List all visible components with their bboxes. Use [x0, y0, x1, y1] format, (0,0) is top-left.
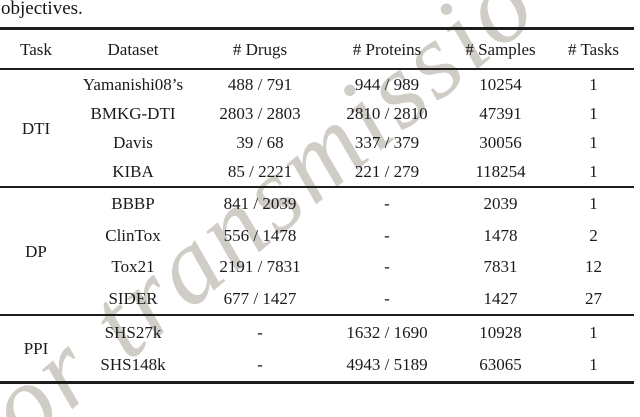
drugs-cell: 677 / 1427 — [223, 288, 297, 308]
drugs-cell: - — [257, 322, 263, 342]
group-dp: DP BBBP 841 / 2039 - 2039 1 ClinTox 556 … — [0, 187, 634, 315]
tasks-cell: 1 — [589, 322, 598, 342]
drugs-cell: 841 / 2039 — [223, 194, 297, 214]
proteins-cell: 944 / 989 — [354, 75, 420, 94]
header-drugs: # Drugs — [232, 39, 288, 59]
table-row: SHS148k - 4943 / 5189 63065 1 — [0, 349, 634, 383]
tasks-cell: 27 — [585, 288, 602, 308]
drugs-cell: - — [257, 355, 263, 375]
samples-cell: 30056 — [479, 133, 522, 152]
datasets-table: Task Dataset # Drugs # Proteins # Sample… — [0, 27, 634, 384]
samples-cell: 10254 — [479, 75, 522, 94]
proteins-cell: - — [384, 194, 390, 214]
table-row: ClinTox 556 / 1478 - 1478 2 — [0, 220, 634, 252]
proteins-cell: 1632 / 1690 — [346, 322, 428, 342]
tasks-cell: 1 — [589, 355, 598, 375]
header-tasks: # Tasks — [568, 39, 619, 59]
tasks-cell: 2 — [589, 225, 598, 245]
table-row: BMKG-DTI 2803 / 2803 2810 / 2810 47391 1 — [0, 99, 634, 128]
dataset-cell: Yamanishi08’s — [82, 75, 184, 94]
drugs-cell: 39 / 68 — [236, 133, 284, 152]
dataset-cell: BBBP — [111, 194, 155, 214]
dataset-cell: ClinTox — [105, 225, 161, 245]
dataset-cell: SHS27k — [104, 322, 162, 342]
samples-cell: 47391 — [479, 104, 522, 123]
drugs-cell: 2803 / 2803 — [219, 104, 301, 123]
proteins-cell: - — [384, 257, 390, 277]
samples-cell: 1427 — [483, 288, 518, 308]
dataset-cell: KIBA — [112, 162, 154, 181]
drugs-cell: 488 / 791 — [227, 75, 293, 94]
proteins-cell: - — [384, 225, 390, 245]
group-ppi: PPI SHS27k - 1632 / 1690 10928 1 SHS148k… — [0, 315, 634, 383]
dataset-cell: Davis — [113, 133, 153, 152]
task-group-label: PPI — [23, 339, 49, 358]
samples-cell: 1478 — [483, 225, 518, 245]
proteins-cell: 4943 / 5189 — [346, 355, 428, 375]
dataset-cell: SHS148k — [100, 355, 166, 375]
tasks-cell: 12 — [585, 257, 602, 277]
group-dti: DTI Yamanishi08’s 488 / 791 944 / 989 10… — [0, 69, 634, 187]
table-header-row: Task Dataset # Drugs # Proteins # Sample… — [0, 29, 634, 69]
dataset-cell: Tox21 — [111, 257, 155, 277]
samples-cell: 10928 — [479, 322, 522, 342]
table-row: Tox21 2191 / 7831 - 7831 12 — [0, 251, 634, 283]
proteins-cell: 221 / 279 — [354, 162, 420, 181]
table-row: Davis 39 / 68 337 / 379 30056 1 — [0, 128, 634, 157]
dataset-cell: SIDER — [108, 288, 158, 308]
table-row: KIBA 85 / 2221 221 / 279 118254 1 — [0, 157, 634, 187]
table-row: PPI SHS27k - 1632 / 1690 10928 1 — [0, 315, 634, 357]
table-row: DTI Yamanishi08’s 488 / 791 944 / 989 10… — [0, 69, 634, 137]
drugs-cell: 556 / 1478 — [223, 225, 297, 245]
table-caption-fragment: objectives. — [1, 0, 83, 19]
tasks-cell: 1 — [589, 133, 598, 152]
header-dataset: Dataset — [107, 39, 159, 59]
samples-cell: 63065 — [479, 355, 522, 375]
samples-cell: 2039 — [483, 194, 518, 214]
drugs-cell: 2191 / 7831 — [219, 257, 301, 277]
header-samples: # Samples — [465, 39, 536, 59]
samples-cell: 7831 — [483, 257, 518, 277]
drugs-cell: 85 / 2221 — [227, 162, 293, 181]
tasks-cell: 1 — [589, 104, 598, 123]
proteins-cell: 2810 / 2810 — [346, 104, 428, 123]
proteins-cell: 337 / 379 — [354, 133, 420, 152]
table-row: DP BBBP 841 / 2039 - 2039 1 — [0, 187, 634, 259]
task-group-label: DTI — [21, 118, 51, 138]
table-row: SIDER 677 / 1427 - 1427 27 — [0, 283, 634, 316]
header-task: Task — [20, 39, 52, 59]
tasks-cell: 1 — [589, 162, 598, 181]
dataset-cell: BMKG-DTI — [90, 104, 176, 123]
proteins-cell: - — [384, 288, 390, 308]
header-proteins: # Proteins — [352, 39, 422, 59]
tasks-cell: 1 — [589, 194, 598, 214]
task-group-label: DP — [25, 241, 47, 261]
tasks-cell: 1 — [589, 75, 598, 94]
samples-cell: 118254 — [475, 162, 526, 181]
